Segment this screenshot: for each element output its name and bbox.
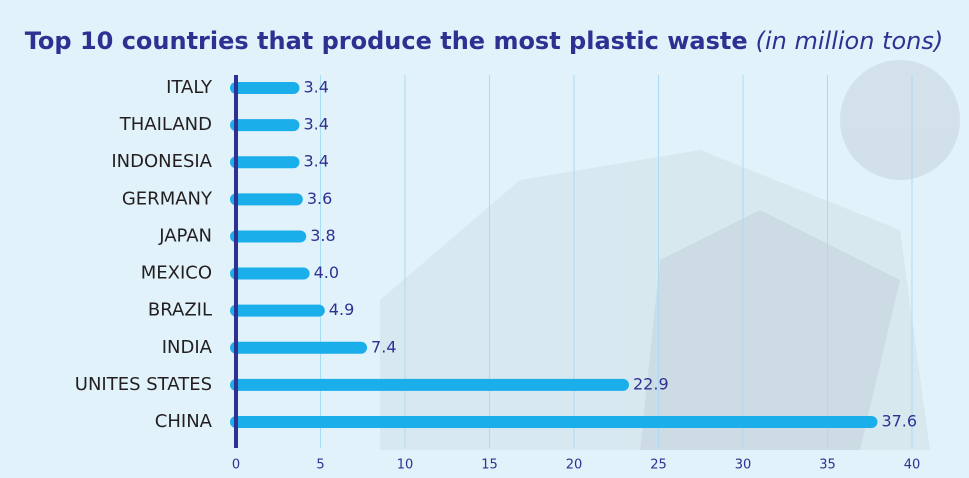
y-tick-label: THAILAND — [119, 114, 212, 135]
y-tick-label: JAPAN — [158, 225, 212, 246]
y-tick-label: INDONESIA — [111, 151, 212, 172]
y-tick-label: CHINA — [155, 411, 213, 432]
bars — [230, 82, 878, 428]
data-label: 3.8 — [310, 226, 335, 245]
data-label: 3.6 — [307, 189, 332, 208]
y-tick-label: INDIA — [162, 337, 213, 358]
data-label: 4.0 — [314, 263, 339, 282]
title-main: Top 10 countries that produce the most p… — [25, 27, 748, 55]
data-label: 37.6 — [881, 412, 917, 431]
background-decoration — [380, 60, 960, 450]
x-tick-label: 10 — [397, 458, 414, 473]
x-tick-label: 0 — [232, 458, 240, 473]
y-tick-label: GERMANY — [122, 188, 213, 209]
x-tick-label: 15 — [481, 458, 498, 473]
x-tick-label: 40 — [904, 458, 921, 473]
y-tick-label: ITALY — [166, 77, 213, 98]
y-tick-label: BRAZIL — [148, 300, 212, 321]
data-label: 7.4 — [371, 337, 396, 356]
data-label: 3.4 — [303, 78, 328, 97]
data-label: 4.9 — [329, 300, 354, 319]
chart-title: Top 10 countries that produce the most p… — [25, 27, 944, 55]
y-tick-label: MEXICO — [141, 263, 212, 284]
x-tick-label: 35 — [819, 458, 836, 473]
x-tick-label: 30 — [735, 458, 752, 473]
title-subtitle: (in million tons) — [756, 27, 944, 55]
x-tick-label: 5 — [316, 458, 324, 473]
x-tick-label: 25 — [650, 458, 667, 473]
x-tick-label: 20 — [566, 458, 583, 473]
data-label: 3.4 — [303, 115, 328, 134]
data-label: 22.9 — [633, 374, 669, 393]
y-tick-label: UNITES STATES — [75, 374, 212, 395]
data-label: 3.4 — [303, 152, 328, 171]
